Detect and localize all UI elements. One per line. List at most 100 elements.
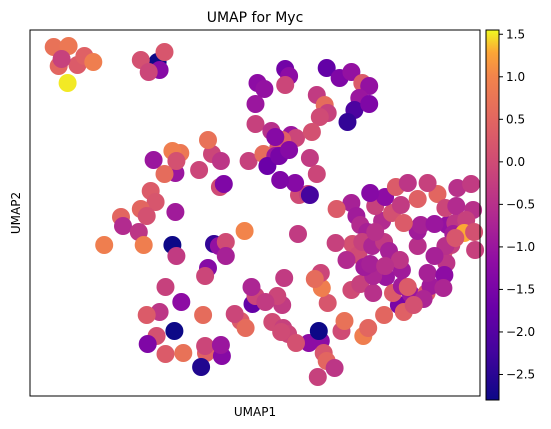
scatter-point [337,251,356,269]
scatter-point [360,77,379,95]
scatter-point [404,296,423,314]
scatter-point [146,193,165,211]
scatter-point [156,345,175,363]
colorbar-tick-label: −2.0 [506,325,535,339]
scatter-point [246,95,265,113]
scatter-point [155,43,174,61]
plot-frame [29,29,481,397]
scatter-point [462,175,481,193]
scatter-point [317,59,336,77]
scatter-point [394,214,413,232]
scatter-point [287,334,305,352]
scatter-point [165,322,184,340]
scatter-point [351,275,370,293]
scatter-point [58,74,77,92]
scatter-point [216,247,235,265]
scatter-point [137,207,156,225]
scatter-point [308,368,327,386]
scatter-point [425,247,444,265]
colorbar-tick-label: 0.5 [506,112,525,126]
colorbar-tick-label: 1.5 [506,27,525,41]
scatter-point [361,255,380,273]
scatter-point [425,215,444,233]
scatter-point [214,175,233,193]
scatter-point [310,108,329,126]
x-axis-label: UMAP1 [234,405,276,419]
scatter-point [307,165,326,183]
scatter-point [155,165,174,183]
scatter-point [466,241,485,259]
scatter-point [211,152,230,170]
colorbar-tick-label: 0.0 [506,155,525,169]
scatter-point [276,76,295,94]
scatter-point [338,113,357,131]
scatter-point [271,171,290,189]
scatter-point [242,278,261,296]
scatter-point [256,293,275,311]
colorbar-tick-label: −0.5 [506,197,535,211]
scatter-point [434,279,453,297]
scatter-point [300,149,319,167]
scatter-point [196,337,215,355]
scatter-point [359,319,378,337]
scatter-point [255,80,274,98]
scatter-points [44,37,485,386]
y-axis-label: UMAP2 [9,192,23,234]
scatter-point [139,63,158,81]
scatter-point [361,184,380,202]
scatter-point [465,223,484,241]
scatter-point [309,322,328,340]
scatter-point [95,236,114,254]
chart-title: UMAP for Myc [207,10,304,26]
scatter-point [446,229,465,247]
scatter-point [335,312,354,330]
scatter-point [194,306,213,324]
scatter-point [272,323,291,341]
scatter-point [144,151,163,169]
scatter-point [137,306,156,324]
colorbar-tick-label: −1.5 [506,282,535,296]
scatter-point [325,359,344,377]
scatter-point [398,174,417,192]
scatter-point [211,336,230,354]
scatter-point [435,266,454,284]
colorbar [485,29,500,401]
scatter-point [280,141,299,159]
scatter-point [134,236,153,254]
scatter-point [411,216,430,234]
scatter-point [167,152,186,170]
scatter-point [258,157,277,175]
scatter-point [192,358,211,376]
scatter-point [166,203,185,221]
scatter-point [390,251,409,269]
scatter-point [196,267,215,285]
scatter-point [246,115,265,133]
scatter-point [418,264,437,282]
scatter-point [225,305,244,323]
colorbar-ticks: 1.5 1.0 0.5 0.0 −0.5 −1.0 −1.5 −2.0 −2.5 [499,27,535,381]
scatter-point [172,293,191,311]
scatter-point [235,222,254,240]
scatter-point [448,179,467,197]
scatter-point [275,269,294,287]
scatter-point [360,95,379,113]
scatter-point [364,284,383,302]
scatter-point [366,223,385,241]
colorbar-tick-label: 1.0 [506,70,525,84]
scatter-point [190,161,209,179]
scatter-point [216,233,235,251]
scatter-point [138,335,157,353]
scatter-point [286,174,305,192]
scatter-point [447,197,466,215]
scatter-point [114,217,132,235]
scatter-point [167,247,186,265]
scatter-point [342,63,361,81]
scatter-point [398,278,417,296]
scatter-point [327,200,346,218]
scatter-point [305,270,324,288]
scatter-point [156,278,175,296]
scatter-point [326,234,345,252]
scatter-point [408,190,427,208]
scatter-point [375,306,394,324]
